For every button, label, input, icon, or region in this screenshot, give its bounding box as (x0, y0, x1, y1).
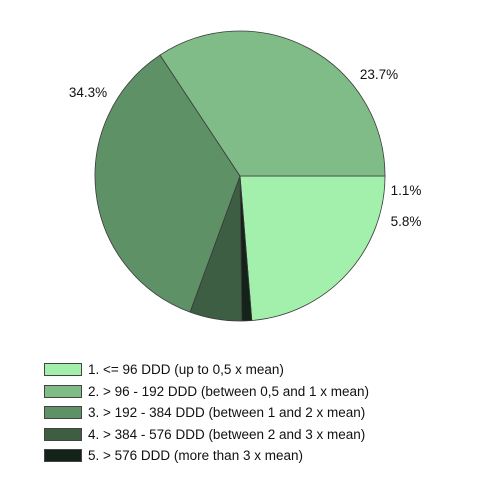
legend-swatch-1 (44, 363, 82, 377)
slice-label-1: 23.7% (360, 67, 398, 82)
legend-label-2: 2. > 96 - 192 DDD (between 0,5 and 1 x m… (88, 383, 370, 399)
legend-label-3: 3. > 192 - 384 DDD (between 1 and 2 x me… (88, 405, 366, 421)
legend-label-4: 4. > 384 - 576 DDD (between 2 and 3 x me… (88, 426, 366, 442)
pie-chart: 23.7% 1.1% 5.8% 35.1% 34.3% (69, 30, 422, 345)
pie-slice-4 (94, 54, 241, 313)
slice-labels: 23.7% 1.1% 5.8% 35.1% 34.3% (69, 67, 422, 345)
legend-swatch-2 (44, 384, 82, 398)
legend-item-2: 2. > 96 - 192 DDD (between 0,5 and 1 x m… (44, 381, 464, 403)
slice-label-4: 35.1% (227, 344, 265, 345)
legend-item-4: 4. > 384 - 576 DDD (between 2 and 3 x me… (44, 424, 464, 446)
slice-label-2: 1.1% (391, 183, 422, 198)
pie-slices (94, 30, 386, 322)
slice-label-5: 34.3% (69, 85, 107, 100)
legend-label-1: 1. <= 96 DDD (up to 0,5 x mean) (88, 362, 284, 378)
legend-item-1: 1. <= 96 DDD (up to 0,5 x mean) (44, 359, 464, 381)
slice-label-3: 5.8% (391, 214, 422, 229)
legend-item-5: 5. > 576 DDD (more than 3 x mean) (44, 445, 464, 467)
legend: 1. <= 96 DDD (up to 0,5 x mean) 2. > 96 … (44, 359, 464, 467)
legend-label-5: 5. > 576 DDD (more than 3 x mean) (88, 448, 303, 464)
legend-item-3: 3. > 192 - 384 DDD (between 1 and 2 x me… (44, 402, 464, 424)
legend-swatch-5 (44, 449, 82, 463)
legend-swatch-3 (44, 406, 82, 420)
legend-swatch-4 (44, 427, 82, 441)
pie-slice-5 (159, 30, 386, 177)
pie-slice-1 (239, 175, 386, 321)
